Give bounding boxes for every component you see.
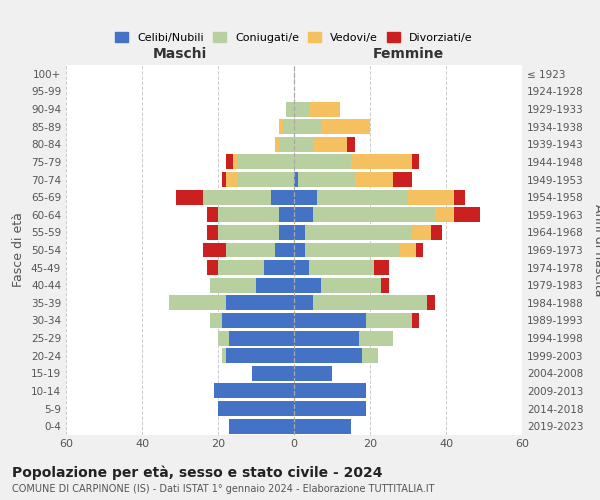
Bar: [226, 242, 275, 258]
Bar: [226, 348, 294, 363]
Bar: [271, 190, 294, 204]
Bar: [263, 260, 294, 275]
Bar: [218, 260, 263, 275]
Bar: [176, 190, 203, 204]
Bar: [427, 296, 434, 310]
Bar: [294, 154, 351, 170]
Bar: [252, 366, 294, 381]
Bar: [294, 102, 309, 116]
Bar: [256, 278, 294, 292]
Bar: [408, 190, 454, 204]
Bar: [211, 278, 256, 292]
Bar: [211, 313, 222, 328]
Text: Femmine: Femmine: [373, 48, 443, 62]
Bar: [237, 154, 294, 170]
Bar: [393, 172, 412, 187]
Bar: [412, 313, 419, 328]
Bar: [222, 172, 226, 187]
Bar: [294, 418, 351, 434]
Bar: [237, 172, 294, 187]
Bar: [203, 190, 271, 204]
Bar: [298, 172, 355, 187]
Bar: [214, 384, 294, 398]
Bar: [294, 119, 320, 134]
Bar: [305, 242, 400, 258]
Bar: [454, 190, 465, 204]
Bar: [226, 154, 233, 170]
Bar: [206, 260, 218, 275]
Bar: [294, 242, 305, 258]
Y-axis label: Anni di nascita: Anni di nascita: [592, 204, 600, 296]
Bar: [382, 278, 389, 292]
Bar: [294, 225, 305, 240]
Bar: [305, 225, 412, 240]
Bar: [359, 330, 393, 345]
Bar: [294, 278, 320, 292]
Bar: [294, 296, 313, 310]
Text: COMUNE DI CARPINONE (IS) - Dati ISTAT 1° gennaio 2024 - Elaborazione TUTTITALIA.: COMUNE DI CARPINONE (IS) - Dati ISTAT 1°…: [12, 484, 434, 494]
Bar: [279, 119, 283, 134]
Bar: [203, 242, 226, 258]
Bar: [233, 154, 237, 170]
Bar: [320, 278, 382, 292]
Bar: [279, 137, 294, 152]
Text: Maschi: Maschi: [153, 48, 207, 62]
Bar: [294, 366, 332, 381]
Bar: [218, 330, 229, 345]
Bar: [169, 296, 226, 310]
Bar: [229, 330, 294, 345]
Bar: [400, 242, 416, 258]
Bar: [222, 348, 226, 363]
Bar: [294, 384, 366, 398]
Legend: Celibi/Nubili, Coniugati/e, Vedovi/e, Divorziati/e: Celibi/Nubili, Coniugati/e, Vedovi/e, Di…: [111, 28, 477, 48]
Bar: [454, 208, 480, 222]
Bar: [313, 137, 347, 152]
Bar: [283, 119, 294, 134]
Bar: [206, 225, 218, 240]
Bar: [347, 137, 355, 152]
Bar: [374, 260, 389, 275]
Bar: [294, 260, 309, 275]
Bar: [275, 242, 294, 258]
Bar: [294, 313, 366, 328]
Y-axis label: Fasce di età: Fasce di età: [13, 212, 25, 288]
Bar: [313, 296, 427, 310]
Bar: [294, 348, 362, 363]
Bar: [431, 225, 442, 240]
Bar: [279, 208, 294, 222]
Bar: [434, 208, 454, 222]
Bar: [294, 208, 313, 222]
Bar: [309, 102, 340, 116]
Bar: [294, 330, 359, 345]
Bar: [317, 190, 408, 204]
Text: Popolazione per età, sesso e stato civile - 2024: Popolazione per età, sesso e stato civil…: [12, 466, 383, 480]
Bar: [294, 137, 313, 152]
Bar: [226, 172, 237, 187]
Bar: [206, 208, 218, 222]
Bar: [320, 119, 370, 134]
Bar: [313, 208, 434, 222]
Bar: [218, 225, 279, 240]
Bar: [294, 401, 366, 416]
Bar: [309, 260, 374, 275]
Bar: [366, 313, 412, 328]
Bar: [412, 154, 419, 170]
Bar: [416, 242, 423, 258]
Bar: [412, 225, 431, 240]
Bar: [222, 313, 294, 328]
Bar: [294, 172, 298, 187]
Bar: [351, 154, 412, 170]
Bar: [294, 190, 317, 204]
Bar: [218, 401, 294, 416]
Bar: [275, 137, 279, 152]
Bar: [226, 296, 294, 310]
Bar: [218, 208, 279, 222]
Bar: [362, 348, 377, 363]
Bar: [229, 418, 294, 434]
Bar: [355, 172, 393, 187]
Bar: [279, 225, 294, 240]
Bar: [286, 102, 294, 116]
